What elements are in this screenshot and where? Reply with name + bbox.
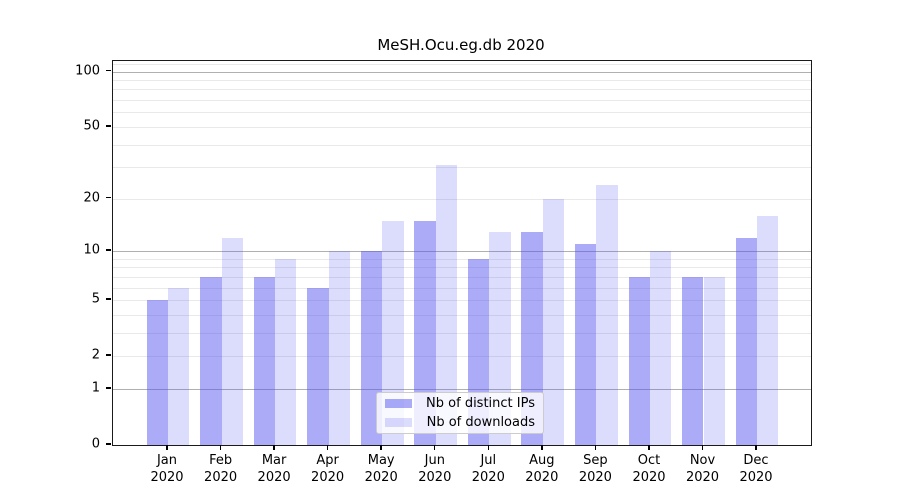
- x-tick-jan: [166, 445, 168, 450]
- x-tick-mar: [273, 445, 275, 450]
- gridline-3: [113, 332, 811, 334]
- bar-distinct-ips-mar: [253, 276, 276, 445]
- gridline-2: [113, 356, 811, 358]
- legend-swatch-distinct-ips: [385, 399, 412, 408]
- gridline-10: [113, 251, 811, 252]
- x-tick-nov: [701, 445, 704, 450]
- x-tick-label-may: May 2020: [364, 453, 398, 485]
- y-tick-20: [106, 196, 111, 199]
- gridline-100: [113, 71, 811, 73]
- x-tick-aug: [541, 445, 543, 450]
- bar-downloads-dec: [757, 215, 779, 445]
- y-tick-2: [106, 354, 111, 356]
- bar-downloads-nov: [703, 276, 725, 445]
- bar-downloads-jul: [489, 231, 511, 445]
- x-tick-label-oct: Oct 2020: [632, 453, 666, 485]
- x-tick-label-jan: Jan 2020: [150, 453, 184, 485]
- bar-distinct-ips-nov: [682, 276, 704, 445]
- y-tick-label-50: 50: [83, 118, 100, 134]
- x-tick-may: [380, 445, 382, 450]
- bar-downloads-may: [382, 220, 404, 445]
- bar-downloads-jun: [435, 164, 458, 445]
- bar-downloads-apr: [328, 251, 350, 445]
- gridline-110: [113, 64, 811, 65]
- x-tick-label-mar: Mar 2020: [257, 453, 291, 485]
- x-tick-label-aug: Aug 2020: [525, 453, 559, 485]
- x-tick-label-jul: Jul 2020: [471, 453, 505, 485]
- x-tick-label-feb: Feb 2020: [204, 453, 238, 485]
- y-tick-label-20: 20: [83, 190, 100, 206]
- x-tick-label-jun: Jun 2020: [418, 453, 452, 485]
- legend: Nb of distinct IPs Nb of downloads: [376, 392, 544, 434]
- x-tick-feb: [219, 445, 222, 450]
- legend-swatch-downloads: [385, 418, 412, 427]
- bar-distinct-ips-apr: [307, 287, 329, 445]
- y-tick-1: [106, 387, 111, 389]
- plot-area: [112, 60, 812, 446]
- y-tick-label-100: 100: [75, 63, 100, 79]
- gridline-4: [113, 314, 811, 316]
- bar-downloads-sep: [596, 184, 618, 445]
- bar-distinct-ips-oct: [628, 276, 650, 445]
- gridline-80: [113, 89, 811, 91]
- y-tick-5: [106, 298, 111, 300]
- gridline-60: [113, 112, 811, 114]
- legend-item-downloads: Nb of downloads: [377, 415, 543, 430]
- x-tick-apr: [326, 445, 329, 450]
- bar-distinct-ips-feb: [200, 276, 222, 445]
- y-tick-label-10: 10: [83, 242, 100, 258]
- bar-downloads-mar: [275, 258, 297, 445]
- x-tick-jul: [487, 445, 490, 450]
- gridline-70: [113, 100, 811, 102]
- x-tick-dec: [755, 445, 757, 450]
- gridline-8: [113, 267, 811, 269]
- bar-downloads-feb: [221, 237, 243, 445]
- y-tick-50: [106, 125, 111, 127]
- gridline-6: [113, 287, 811, 289]
- bar-downloads-aug: [542, 198, 565, 445]
- gridline-90: [113, 80, 811, 81]
- y-tick-0: [106, 443, 111, 445]
- bar-distinct-ips-jun: [414, 220, 436, 445]
- x-tick-label-sep: Sep 2020: [578, 453, 612, 485]
- x-tick-label-nov: Nov 2020: [685, 453, 720, 485]
- gridline-40: [113, 144, 811, 146]
- bar-distinct-ips-dec: [735, 237, 757, 445]
- gridline-9: [113, 258, 811, 260]
- legend-label-distinct-ips: Nb of distinct IPs: [426, 396, 535, 411]
- y-tick-100: [106, 69, 111, 72]
- y-tick-label-0: 0: [91, 436, 100, 452]
- gridline-20: [113, 198, 811, 200]
- x-tick-label-dec: Dec 2020: [739, 453, 773, 485]
- legend-item-distinct-ips: Nb of distinct IPs: [377, 396, 543, 411]
- x-tick-label-apr: Apr 2020: [311, 453, 345, 485]
- gridline-7: [113, 276, 811, 278]
- bar-downloads-oct: [650, 251, 672, 445]
- y-tick-label-5: 5: [91, 291, 100, 307]
- gridline-1: [113, 388, 811, 390]
- y-tick-label-1: 1: [91, 380, 100, 396]
- y-tick-10: [106, 249, 111, 251]
- gridline-30: [113, 167, 811, 169]
- chart-title: MeSH.Ocu.eg.db 2020: [377, 36, 545, 54]
- gridline-5: [113, 300, 811, 301]
- legend-label-downloads: Nb of downloads: [426, 415, 535, 430]
- x-tick-sep: [594, 445, 597, 450]
- x-tick-jun: [433, 445, 436, 450]
- x-tick-oct: [648, 445, 650, 450]
- bar-distinct-ips-sep: [575, 243, 597, 445]
- gridline-50: [113, 126, 811, 128]
- bar-downloads-jan: [168, 287, 190, 445]
- bar-distinct-ips-aug: [521, 231, 543, 445]
- bar-distinct-ips-jan: [146, 300, 168, 445]
- y-tick-label-2: 2: [91, 347, 100, 363]
